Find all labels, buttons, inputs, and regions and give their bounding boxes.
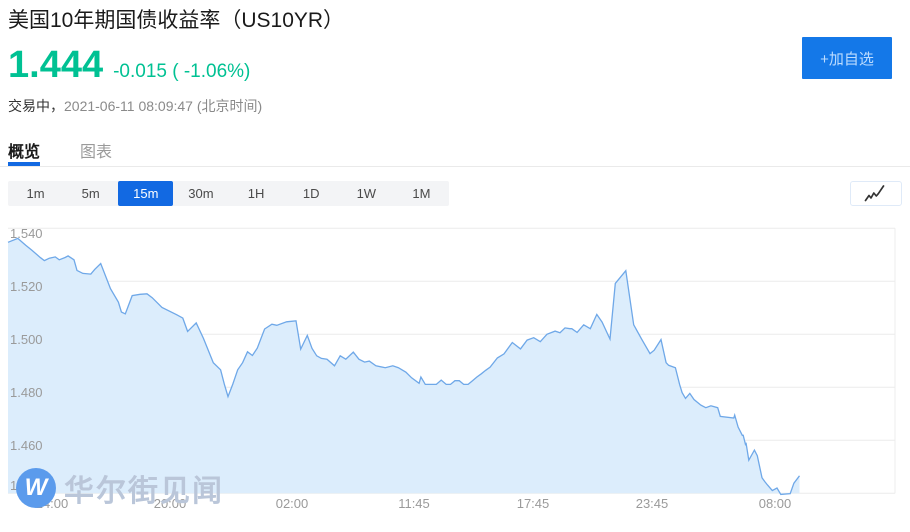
svg-text:17:45: 17:45 — [517, 496, 550, 511]
svg-text:1.460: 1.460 — [10, 438, 43, 453]
svg-text:1.500: 1.500 — [10, 332, 43, 347]
svg-text:1.540: 1.540 — [10, 227, 43, 241]
svg-text:08:00: 08:00 — [759, 496, 792, 511]
svg-text:02:00: 02:00 — [276, 496, 309, 511]
svg-text:1.480: 1.480 — [10, 385, 43, 400]
svg-text:11:45: 11:45 — [398, 496, 430, 511]
svg-text:23:45: 23:45 — [636, 496, 669, 511]
svg-text:1.520: 1.520 — [10, 279, 43, 294]
